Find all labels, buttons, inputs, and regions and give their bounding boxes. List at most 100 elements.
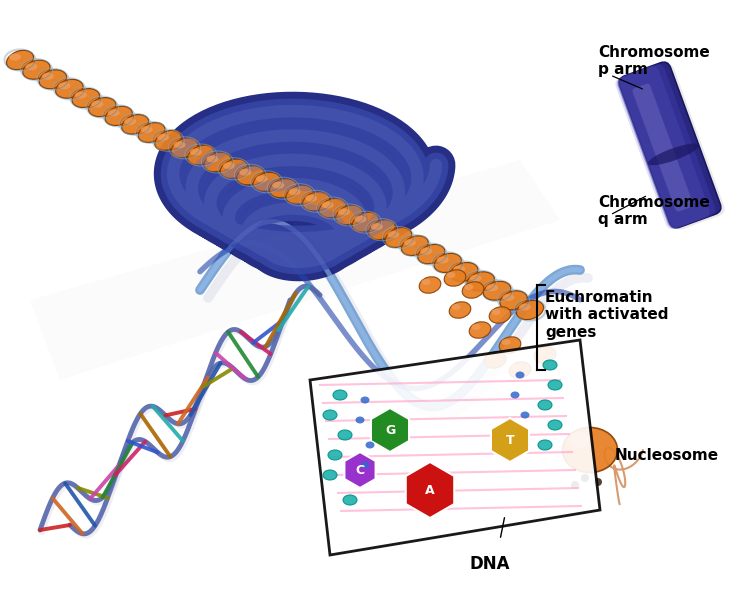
Ellipse shape bbox=[389, 233, 414, 249]
Ellipse shape bbox=[501, 339, 510, 345]
Ellipse shape bbox=[499, 337, 521, 353]
Ellipse shape bbox=[581, 474, 589, 482]
Ellipse shape bbox=[175, 143, 200, 159]
Text: Nucleosome: Nucleosome bbox=[615, 447, 719, 462]
Ellipse shape bbox=[206, 155, 218, 163]
Ellipse shape bbox=[240, 169, 251, 176]
Ellipse shape bbox=[418, 245, 445, 264]
Ellipse shape bbox=[155, 130, 181, 150]
Text: G: G bbox=[385, 423, 395, 437]
Ellipse shape bbox=[272, 182, 284, 189]
FancyBboxPatch shape bbox=[632, 84, 693, 212]
Ellipse shape bbox=[125, 120, 151, 135]
Ellipse shape bbox=[419, 277, 441, 293]
Ellipse shape bbox=[454, 267, 480, 283]
Ellipse shape bbox=[138, 123, 165, 142]
Ellipse shape bbox=[75, 91, 87, 99]
Ellipse shape bbox=[91, 100, 104, 108]
Ellipse shape bbox=[420, 248, 432, 255]
Ellipse shape bbox=[451, 263, 478, 282]
Ellipse shape bbox=[361, 462, 370, 468]
Ellipse shape bbox=[489, 307, 511, 324]
Ellipse shape bbox=[487, 354, 495, 360]
Ellipse shape bbox=[361, 396, 370, 404]
Ellipse shape bbox=[338, 430, 352, 440]
Ellipse shape bbox=[534, 347, 556, 363]
Ellipse shape bbox=[445, 270, 466, 286]
Ellipse shape bbox=[451, 304, 460, 310]
Ellipse shape bbox=[187, 145, 214, 165]
Ellipse shape bbox=[26, 63, 38, 70]
Ellipse shape bbox=[453, 266, 465, 273]
Text: DNA: DNA bbox=[469, 555, 510, 573]
Ellipse shape bbox=[269, 179, 297, 198]
Ellipse shape bbox=[447, 272, 456, 278]
Ellipse shape bbox=[405, 240, 431, 257]
Ellipse shape bbox=[343, 495, 357, 505]
Ellipse shape bbox=[464, 284, 473, 290]
Ellipse shape bbox=[516, 300, 544, 320]
Ellipse shape bbox=[39, 70, 67, 89]
Ellipse shape bbox=[434, 254, 461, 273]
Ellipse shape bbox=[648, 144, 699, 165]
Ellipse shape bbox=[306, 196, 332, 212]
Ellipse shape bbox=[548, 380, 562, 390]
Polygon shape bbox=[310, 340, 600, 555]
Ellipse shape bbox=[469, 274, 482, 282]
Ellipse shape bbox=[387, 231, 399, 238]
Ellipse shape bbox=[191, 150, 217, 166]
Polygon shape bbox=[30, 160, 560, 380]
Ellipse shape bbox=[503, 295, 529, 312]
Ellipse shape bbox=[60, 84, 85, 100]
Ellipse shape bbox=[401, 236, 428, 255]
Ellipse shape bbox=[26, 65, 52, 81]
Ellipse shape bbox=[462, 282, 484, 298]
Ellipse shape bbox=[469, 322, 491, 338]
Ellipse shape bbox=[204, 152, 231, 172]
Ellipse shape bbox=[256, 175, 268, 182]
Ellipse shape bbox=[472, 324, 481, 330]
Ellipse shape bbox=[537, 349, 546, 355]
Ellipse shape bbox=[571, 481, 579, 489]
Ellipse shape bbox=[365, 441, 374, 448]
Ellipse shape bbox=[9, 53, 21, 60]
Text: A: A bbox=[425, 484, 435, 496]
Ellipse shape bbox=[141, 127, 168, 144]
Ellipse shape bbox=[510, 392, 519, 398]
Ellipse shape bbox=[286, 185, 313, 204]
Ellipse shape bbox=[302, 192, 330, 211]
Ellipse shape bbox=[7, 50, 33, 70]
Ellipse shape bbox=[321, 202, 333, 209]
Ellipse shape bbox=[594, 478, 602, 486]
Ellipse shape bbox=[487, 286, 513, 302]
Ellipse shape bbox=[336, 205, 362, 225]
Ellipse shape bbox=[369, 219, 395, 240]
Ellipse shape bbox=[491, 309, 500, 315]
Ellipse shape bbox=[538, 440, 552, 450]
Ellipse shape bbox=[516, 371, 525, 379]
Ellipse shape bbox=[328, 450, 342, 460]
Ellipse shape bbox=[124, 118, 136, 125]
Ellipse shape bbox=[290, 190, 316, 206]
Ellipse shape bbox=[371, 223, 383, 230]
Ellipse shape bbox=[42, 73, 54, 80]
Ellipse shape bbox=[289, 188, 301, 195]
Ellipse shape bbox=[538, 400, 552, 410]
Ellipse shape bbox=[449, 302, 471, 318]
Ellipse shape bbox=[355, 416, 364, 423]
Ellipse shape bbox=[500, 291, 527, 310]
Ellipse shape bbox=[355, 216, 367, 222]
Text: Chromosome
p arm: Chromosome p arm bbox=[598, 45, 710, 77]
Ellipse shape bbox=[105, 106, 132, 126]
Ellipse shape bbox=[520, 411, 529, 419]
Ellipse shape bbox=[338, 209, 350, 215]
Ellipse shape bbox=[372, 225, 398, 240]
Text: C: C bbox=[355, 463, 364, 477]
Ellipse shape bbox=[467, 272, 494, 291]
Ellipse shape bbox=[422, 279, 430, 285]
Ellipse shape bbox=[323, 470, 337, 480]
Ellipse shape bbox=[339, 210, 365, 226]
Ellipse shape bbox=[355, 217, 382, 233]
Ellipse shape bbox=[404, 239, 416, 246]
Ellipse shape bbox=[172, 138, 198, 158]
